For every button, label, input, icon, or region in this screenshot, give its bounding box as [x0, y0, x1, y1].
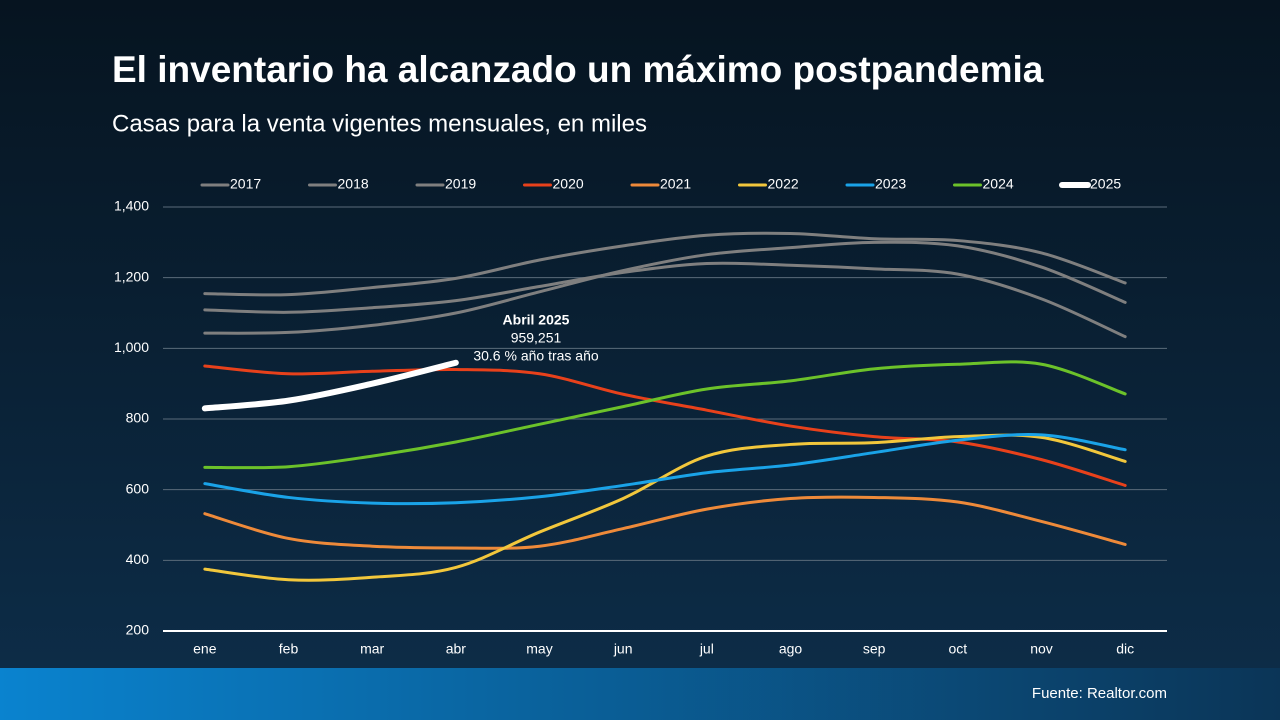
legend-label: 2024 — [983, 176, 1014, 192]
x-tick-label: sep — [863, 641, 886, 657]
annotation-text: 30.6 % año tras año — [473, 348, 599, 364]
annotation-value: 959,251 — [511, 330, 562, 346]
y-tick-label: 400 — [126, 551, 150, 567]
legend-label: 2025 — [1090, 176, 1121, 192]
series-line — [203, 433, 1127, 582]
x-tick-label: mar — [360, 641, 384, 657]
y-tick-label: 1,000 — [114, 339, 149, 355]
legend-label: 2018 — [338, 176, 369, 192]
x-tick-label: feb — [279, 641, 299, 657]
y-tick-label: 1,200 — [114, 268, 149, 284]
legend-label: 2023 — [875, 176, 906, 192]
background — [0, 0, 1280, 668]
series-line — [201, 359, 459, 412]
y-tick-label: 600 — [126, 480, 150, 496]
legend-label: 2020 — [553, 176, 584, 192]
x-tick-label: ago — [779, 641, 803, 657]
footer-band — [0, 668, 1280, 720]
y-tick-label: 800 — [126, 410, 150, 426]
series-line — [203, 495, 1127, 550]
series-line — [203, 261, 1127, 339]
series-line — [203, 240, 1127, 335]
series-line — [203, 364, 1127, 487]
series-line — [203, 433, 1127, 506]
x-tick-label: abr — [446, 641, 467, 657]
chart-title: El inventario ha alcanzado un máximo pos… — [112, 49, 1044, 90]
legend-label: 2019 — [445, 176, 476, 192]
legend-label: 2021 — [660, 176, 691, 192]
series-line — [203, 231, 1127, 297]
x-tick-label: jul — [699, 641, 714, 657]
x-tick-label: dic — [1116, 641, 1134, 657]
annotation-title: Abril 2025 — [503, 312, 570, 328]
y-tick-label: 200 — [126, 622, 150, 638]
x-tick-label: may — [526, 641, 552, 657]
x-tick-label: jun — [613, 641, 633, 657]
legend-label: 2022 — [768, 176, 799, 192]
x-tick-label: oct — [948, 641, 967, 657]
x-tick-label: nov — [1030, 641, 1053, 657]
chart-subtitle: Casas para la venta vigentes mensuales, … — [112, 110, 647, 137]
legend-label: 2017 — [230, 176, 261, 192]
x-tick-label: ene — [193, 641, 217, 657]
series-line — [203, 360, 1127, 470]
y-tick-label: 1,400 — [114, 198, 149, 214]
source: Fuente: Realtor.com — [1032, 685, 1167, 702]
